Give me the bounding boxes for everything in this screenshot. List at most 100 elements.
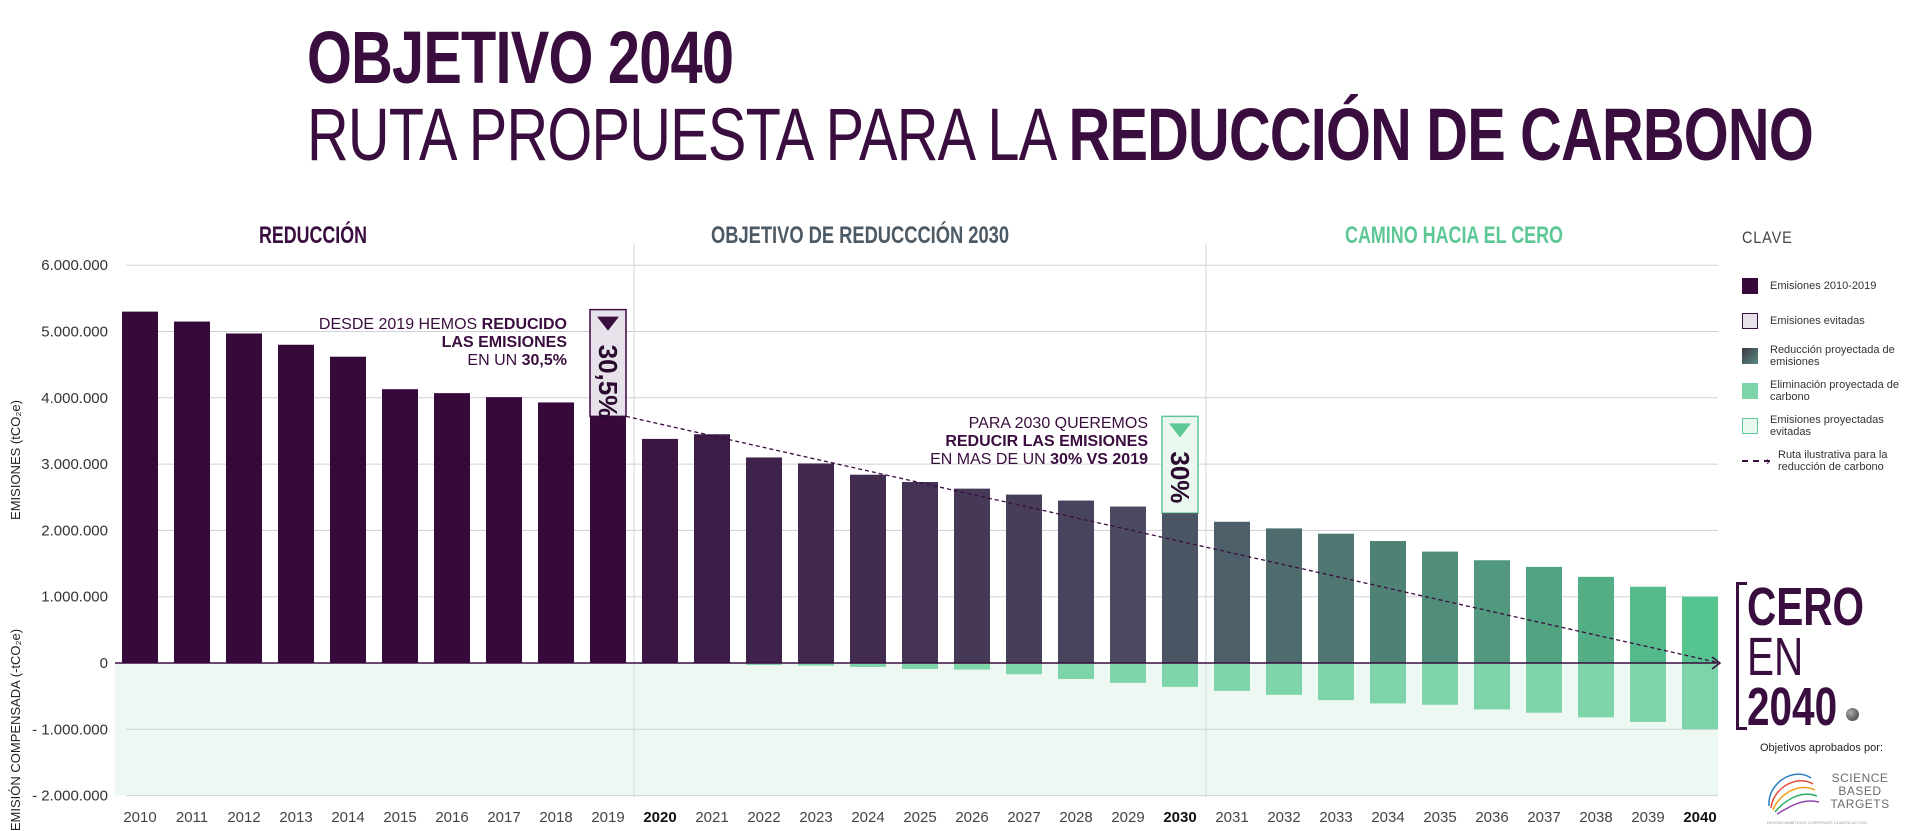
title-line-2-bold: REDUCCIÓN DE CARBONO bbox=[1068, 93, 1814, 176]
bar-2040 bbox=[1682, 596, 1718, 663]
bar-2023 bbox=[798, 463, 834, 663]
bar-2028 bbox=[1058, 500, 1094, 663]
annotation-2019-line: EN UN 30,5% bbox=[467, 352, 567, 369]
x-tick-label: 2024 bbox=[851, 809, 884, 826]
title-line-2-light: RUTA PROPUESTA PARA LA bbox=[307, 93, 1069, 176]
y-tick-label: 1.000.000 bbox=[41, 589, 108, 606]
x-tick-label: 2021 bbox=[695, 809, 728, 826]
legend-swatch bbox=[1742, 383, 1758, 399]
removal-bar-2039 bbox=[1630, 663, 1666, 723]
sbt-logo: SCIENCE BASED TARGETS DRIVING AMBITIOUS … bbox=[1763, 764, 1903, 828]
trend-line bbox=[625, 415, 1721, 664]
y-tick-label: 3.000.000 bbox=[41, 456, 108, 473]
removal-bar-2037 bbox=[1526, 663, 1562, 713]
x-tick-label: 2018 bbox=[539, 809, 572, 826]
sbt-tagline: DRIVING AMBITIOUS CORPORATE CLIMATE ACTI… bbox=[1767, 820, 1867, 825]
legend-label: Emisiones proyectadas evitadas bbox=[1770, 414, 1884, 438]
negative-bars bbox=[746, 663, 1718, 730]
x-tick-label: 2028 bbox=[1059, 809, 1092, 826]
x-tick-label: 2033 bbox=[1319, 809, 1352, 826]
cero-line-3: 2040 bbox=[1747, 677, 1838, 737]
bar-2018 bbox=[538, 402, 574, 663]
bar-2026 bbox=[954, 488, 990, 663]
cero-en-2040-badge: CERO EN 2040 bbox=[1736, 577, 1879, 737]
badge-2019-triangle-icon bbox=[597, 316, 619, 331]
x-tick-label: 2025 bbox=[903, 809, 936, 826]
x-tick-label: 2019 bbox=[591, 809, 624, 826]
annotation-2030-segment: 30% VS 2019 bbox=[1050, 451, 1148, 468]
removal-bar-2025 bbox=[902, 663, 938, 669]
bar-2036 bbox=[1474, 560, 1510, 663]
legend-swatch bbox=[1742, 278, 1758, 294]
x-tick-label: 2012 bbox=[227, 809, 260, 826]
bar-2035 bbox=[1422, 551, 1458, 663]
removal-bar-2036 bbox=[1474, 663, 1510, 710]
y-tick-label: 2.000.000 bbox=[41, 522, 108, 539]
removal-bar-2027 bbox=[1006, 663, 1042, 675]
section-label: OBJETIVO DE REDUCCCIÓN 2030 bbox=[711, 221, 1009, 249]
removal-bar-2035 bbox=[1422, 663, 1458, 705]
removal-bar-2033 bbox=[1318, 663, 1354, 701]
annotation-2019-line: LAS EMISIONES bbox=[442, 334, 568, 351]
y-axis-ticks: 6.000.000 5.000.000 4.000.000 3.000.000 2.00… bbox=[32, 257, 108, 804]
annotation-2030-segment: REDUCIR LAS EMISIONES bbox=[945, 433, 1148, 450]
bar-2039 bbox=[1630, 586, 1666, 663]
bar-2019 bbox=[590, 416, 626, 663]
legend-swatch bbox=[1742, 348, 1758, 364]
annotation-2030-line: REDUCIR LAS EMISIONES bbox=[945, 433, 1148, 450]
legend-label: Emisiones evitadas bbox=[1770, 315, 1865, 327]
removal-bar-2022 bbox=[746, 663, 782, 665]
x-tick-label: 2022 bbox=[747, 809, 780, 826]
x-tick-label: 2034 bbox=[1371, 809, 1404, 826]
removal-bar-2029 bbox=[1110, 663, 1146, 683]
annotation-2030-segment: EN MAS DE UN bbox=[930, 451, 1050, 468]
section-separators bbox=[633, 244, 1207, 797]
x-tick-label: 2036 bbox=[1475, 809, 1508, 826]
title-line-2: RUTA PROPUESTA PARA LA REDUCCIÓN DE CARB… bbox=[307, 93, 1814, 176]
removal-bar-2038 bbox=[1578, 663, 1614, 718]
x-tick-label: 2031 bbox=[1215, 809, 1248, 826]
annotation-2019-segment: 30,5% bbox=[522, 352, 567, 369]
y-tick-label: - 1.000.000 bbox=[32, 721, 108, 738]
sbt-line-3: TARGETS bbox=[1830, 797, 1890, 811]
title-line-1: OBJETIVO 2040 bbox=[307, 16, 734, 99]
annotation-2019-segment: DESDE 2019 HEMOS bbox=[319, 316, 482, 333]
legend-title: CLAVE bbox=[1742, 228, 1793, 247]
legend-label: Eliminación proyectada de carbono bbox=[1770, 379, 1900, 403]
removal-bar-2032 bbox=[1266, 663, 1302, 695]
bar-2021 bbox=[694, 434, 730, 663]
x-tick-label: 2040 bbox=[1683, 809, 1716, 826]
trend-arrow-head bbox=[1711, 656, 1722, 670]
y-tick-label: 4.000.000 bbox=[41, 390, 108, 407]
legend-swatch bbox=[1742, 418, 1758, 434]
legend-label: Emisiones 2010-2019 bbox=[1770, 280, 1877, 292]
sbt-logo-icon bbox=[1768, 773, 1820, 815]
bar-2033 bbox=[1318, 533, 1354, 663]
x-tick-label: 2035 bbox=[1423, 809, 1456, 826]
y-tick-label: 5.000.000 bbox=[41, 324, 108, 341]
bar-2013 bbox=[278, 344, 314, 663]
cero-line-1: CERO bbox=[1747, 577, 1865, 637]
bar-2012 bbox=[226, 333, 262, 663]
cero-line-2: EN bbox=[1747, 627, 1804, 687]
legend-item-avoided-emissions: Emisiones evitadas bbox=[1742, 305, 1912, 337]
x-tick-label: 2023 bbox=[799, 809, 832, 826]
removal-bar-2023 bbox=[798, 663, 834, 666]
bar-2030 bbox=[1162, 513, 1198, 663]
bar-2010 bbox=[122, 311, 158, 663]
section-label: CAMINO HACIA EL CERO bbox=[1345, 222, 1563, 249]
annotation-2019-segment: EN UN bbox=[467, 352, 521, 369]
bar-2038 bbox=[1578, 576, 1614, 663]
bar-2024 bbox=[850, 474, 886, 663]
legend-item-projected-removal: Eliminación proyectada de carbono bbox=[1742, 375, 1912, 407]
bar-2031 bbox=[1214, 521, 1250, 663]
x-tick-label: 2029 bbox=[1111, 809, 1144, 826]
x-tick-label: 2026 bbox=[955, 809, 988, 826]
annotation-2030-line: PARA 2030 QUEREMOS bbox=[969, 415, 1148, 432]
x-tick-label: 2030 bbox=[1163, 809, 1196, 826]
x-tick-label: 2015 bbox=[383, 809, 416, 826]
bar-2014 bbox=[330, 356, 366, 663]
legend-label: Reducción proyectada de emisiones bbox=[1770, 344, 1895, 368]
bar-2020 bbox=[642, 438, 678, 663]
